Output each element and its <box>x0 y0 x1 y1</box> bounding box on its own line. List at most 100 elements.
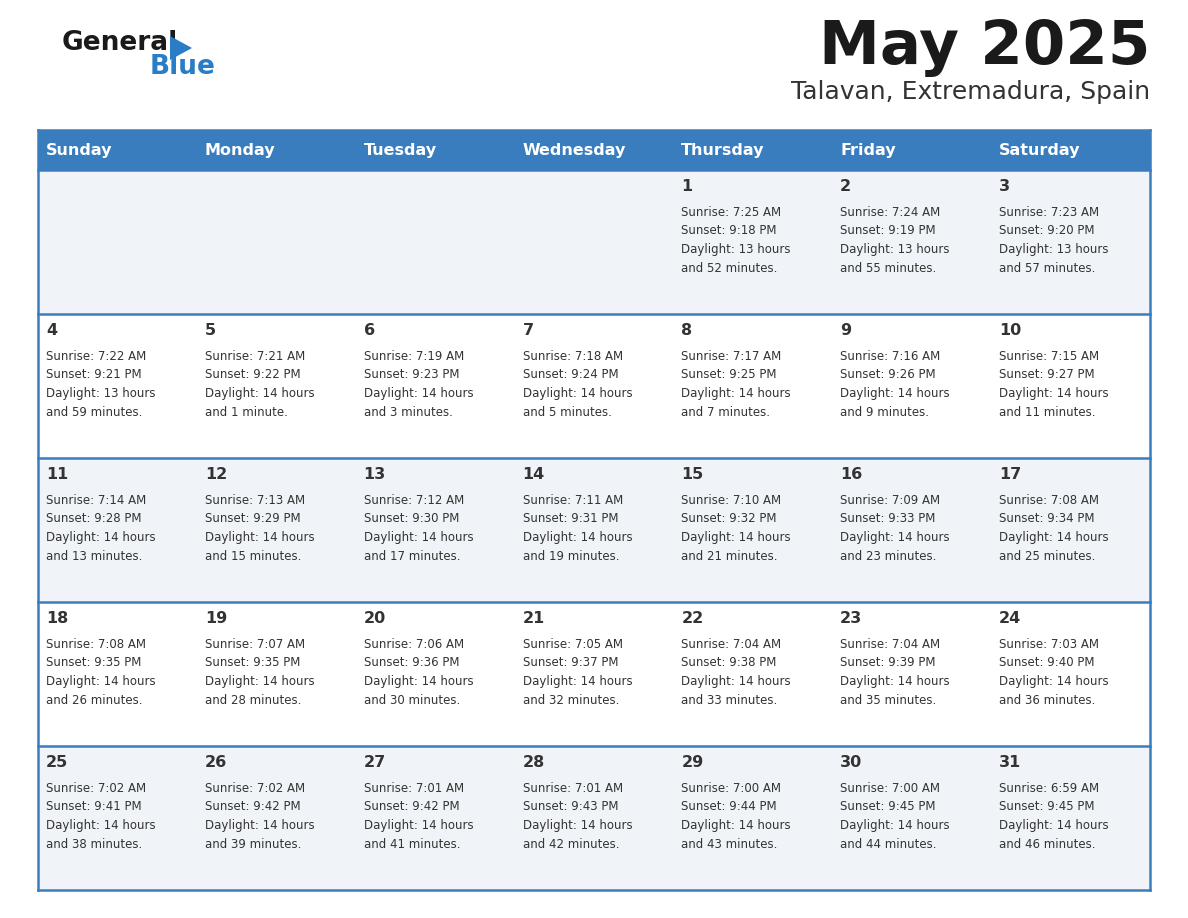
Text: Sunrise: 7:22 AM
Sunset: 9:21 PM
Daylight: 13 hours
and 59 minutes.: Sunrise: 7:22 AM Sunset: 9:21 PM Dayligh… <box>46 350 156 419</box>
Text: Sunrise: 6:59 AM
Sunset: 9:45 PM
Daylight: 14 hours
and 46 minutes.: Sunrise: 6:59 AM Sunset: 9:45 PM Dayligh… <box>999 782 1108 850</box>
Text: Sunrise: 7:12 AM
Sunset: 9:30 PM
Daylight: 14 hours
and 17 minutes.: Sunrise: 7:12 AM Sunset: 9:30 PM Dayligh… <box>364 494 473 563</box>
Text: Friday: Friday <box>840 142 896 158</box>
Text: 4: 4 <box>46 322 57 338</box>
Bar <box>197 458 355 602</box>
Bar <box>514 170 674 314</box>
Bar <box>991 602 1150 746</box>
Text: Sunday: Sunday <box>46 142 113 158</box>
Bar <box>674 458 833 602</box>
Text: Sunrise: 7:14 AM
Sunset: 9:28 PM
Daylight: 14 hours
and 13 minutes.: Sunrise: 7:14 AM Sunset: 9:28 PM Dayligh… <box>46 494 156 563</box>
Text: 9: 9 <box>840 322 852 338</box>
Bar <box>38 170 197 314</box>
Bar <box>514 746 674 890</box>
Text: Wednesday: Wednesday <box>523 142 626 158</box>
Bar <box>197 746 355 890</box>
Text: Sunrise: 7:00 AM
Sunset: 9:44 PM
Daylight: 14 hours
and 43 minutes.: Sunrise: 7:00 AM Sunset: 9:44 PM Dayligh… <box>682 782 791 850</box>
Bar <box>991 458 1150 602</box>
Text: Sunrise: 7:07 AM
Sunset: 9:35 PM
Daylight: 14 hours
and 28 minutes.: Sunrise: 7:07 AM Sunset: 9:35 PM Dayligh… <box>204 638 315 707</box>
Bar <box>991 170 1150 314</box>
Bar <box>991 130 1150 170</box>
Text: Sunrise: 7:16 AM
Sunset: 9:26 PM
Daylight: 14 hours
and 9 minutes.: Sunrise: 7:16 AM Sunset: 9:26 PM Dayligh… <box>840 350 950 419</box>
Text: 29: 29 <box>682 755 703 769</box>
Text: Sunrise: 7:04 AM
Sunset: 9:39 PM
Daylight: 14 hours
and 35 minutes.: Sunrise: 7:04 AM Sunset: 9:39 PM Dayligh… <box>840 638 950 707</box>
Text: Thursday: Thursday <box>682 142 765 158</box>
Bar <box>514 458 674 602</box>
Text: 23: 23 <box>840 610 862 626</box>
Text: 28: 28 <box>523 755 545 769</box>
Bar <box>833 458 991 602</box>
Bar <box>38 314 197 458</box>
Bar <box>514 602 674 746</box>
Text: 18: 18 <box>46 610 68 626</box>
Text: 2: 2 <box>840 179 852 194</box>
Text: 21: 21 <box>523 610 545 626</box>
Text: Sunrise: 7:17 AM
Sunset: 9:25 PM
Daylight: 14 hours
and 7 minutes.: Sunrise: 7:17 AM Sunset: 9:25 PM Dayligh… <box>682 350 791 419</box>
Text: Sunrise: 7:02 AM
Sunset: 9:42 PM
Daylight: 14 hours
and 39 minutes.: Sunrise: 7:02 AM Sunset: 9:42 PM Dayligh… <box>204 782 315 850</box>
Text: 13: 13 <box>364 466 386 482</box>
Text: Sunrise: 7:24 AM
Sunset: 9:19 PM
Daylight: 13 hours
and 55 minutes.: Sunrise: 7:24 AM Sunset: 9:19 PM Dayligh… <box>840 206 949 274</box>
Text: Sunrise: 7:21 AM
Sunset: 9:22 PM
Daylight: 14 hours
and 1 minute.: Sunrise: 7:21 AM Sunset: 9:22 PM Dayligh… <box>204 350 315 419</box>
Bar <box>514 130 674 170</box>
Text: 12: 12 <box>204 466 227 482</box>
Text: Sunrise: 7:03 AM
Sunset: 9:40 PM
Daylight: 14 hours
and 36 minutes.: Sunrise: 7:03 AM Sunset: 9:40 PM Dayligh… <box>999 638 1108 707</box>
Text: 26: 26 <box>204 755 227 769</box>
Bar <box>674 602 833 746</box>
Bar <box>674 130 833 170</box>
Text: Sunrise: 7:04 AM
Sunset: 9:38 PM
Daylight: 14 hours
and 33 minutes.: Sunrise: 7:04 AM Sunset: 9:38 PM Dayligh… <box>682 638 791 707</box>
Text: Tuesday: Tuesday <box>364 142 437 158</box>
Text: Sunrise: 7:05 AM
Sunset: 9:37 PM
Daylight: 14 hours
and 32 minutes.: Sunrise: 7:05 AM Sunset: 9:37 PM Dayligh… <box>523 638 632 707</box>
Bar <box>514 314 674 458</box>
Bar <box>674 314 833 458</box>
Bar <box>355 314 514 458</box>
Bar <box>38 602 197 746</box>
Text: Sunrise: 7:02 AM
Sunset: 9:41 PM
Daylight: 14 hours
and 38 minutes.: Sunrise: 7:02 AM Sunset: 9:41 PM Dayligh… <box>46 782 156 850</box>
Text: Sunrise: 7:08 AM
Sunset: 9:34 PM
Daylight: 14 hours
and 25 minutes.: Sunrise: 7:08 AM Sunset: 9:34 PM Dayligh… <box>999 494 1108 563</box>
Text: 6: 6 <box>364 322 374 338</box>
Text: 5: 5 <box>204 322 216 338</box>
Text: 30: 30 <box>840 755 862 769</box>
Text: 25: 25 <box>46 755 68 769</box>
Text: Sunrise: 7:01 AM
Sunset: 9:42 PM
Daylight: 14 hours
and 41 minutes.: Sunrise: 7:01 AM Sunset: 9:42 PM Dayligh… <box>364 782 473 850</box>
Text: 20: 20 <box>364 610 386 626</box>
Bar <box>833 602 991 746</box>
Bar <box>833 746 991 890</box>
Bar <box>355 458 514 602</box>
Bar <box>197 314 355 458</box>
Polygon shape <box>170 36 192 60</box>
Text: 17: 17 <box>999 466 1022 482</box>
Text: Sunrise: 7:13 AM
Sunset: 9:29 PM
Daylight: 14 hours
and 15 minutes.: Sunrise: 7:13 AM Sunset: 9:29 PM Dayligh… <box>204 494 315 563</box>
Text: Sunrise: 7:09 AM
Sunset: 9:33 PM
Daylight: 14 hours
and 23 minutes.: Sunrise: 7:09 AM Sunset: 9:33 PM Dayligh… <box>840 494 950 563</box>
Bar <box>833 314 991 458</box>
Text: May 2025: May 2025 <box>819 18 1150 77</box>
Text: Blue: Blue <box>150 54 216 80</box>
Text: General: General <box>62 30 178 56</box>
Text: Sunrise: 7:19 AM
Sunset: 9:23 PM
Daylight: 14 hours
and 3 minutes.: Sunrise: 7:19 AM Sunset: 9:23 PM Dayligh… <box>364 350 473 419</box>
Text: Monday: Monday <box>204 142 276 158</box>
Text: 16: 16 <box>840 466 862 482</box>
Bar <box>355 602 514 746</box>
Bar <box>38 130 197 170</box>
Bar <box>38 746 197 890</box>
Bar <box>197 602 355 746</box>
Text: Sunrise: 7:23 AM
Sunset: 9:20 PM
Daylight: 13 hours
and 57 minutes.: Sunrise: 7:23 AM Sunset: 9:20 PM Dayligh… <box>999 206 1108 274</box>
Text: Talavan, Extremadura, Spain: Talavan, Extremadura, Spain <box>791 80 1150 104</box>
Bar <box>355 130 514 170</box>
Bar <box>355 170 514 314</box>
Text: 14: 14 <box>523 466 545 482</box>
Text: 27: 27 <box>364 755 386 769</box>
Bar <box>355 746 514 890</box>
Bar <box>674 746 833 890</box>
Text: Sunrise: 7:18 AM
Sunset: 9:24 PM
Daylight: 14 hours
and 5 minutes.: Sunrise: 7:18 AM Sunset: 9:24 PM Dayligh… <box>523 350 632 419</box>
Text: 1: 1 <box>682 179 693 194</box>
Text: 31: 31 <box>999 755 1022 769</box>
Bar <box>991 746 1150 890</box>
Text: 8: 8 <box>682 322 693 338</box>
Bar <box>197 130 355 170</box>
Text: Saturday: Saturday <box>999 142 1081 158</box>
Text: Sunrise: 7:00 AM
Sunset: 9:45 PM
Daylight: 14 hours
and 44 minutes.: Sunrise: 7:00 AM Sunset: 9:45 PM Dayligh… <box>840 782 950 850</box>
Text: Sunrise: 7:11 AM
Sunset: 9:31 PM
Daylight: 14 hours
and 19 minutes.: Sunrise: 7:11 AM Sunset: 9:31 PM Dayligh… <box>523 494 632 563</box>
Text: Sunrise: 7:01 AM
Sunset: 9:43 PM
Daylight: 14 hours
and 42 minutes.: Sunrise: 7:01 AM Sunset: 9:43 PM Dayligh… <box>523 782 632 850</box>
Text: Sunrise: 7:06 AM
Sunset: 9:36 PM
Daylight: 14 hours
and 30 minutes.: Sunrise: 7:06 AM Sunset: 9:36 PM Dayligh… <box>364 638 473 707</box>
Text: Sunrise: 7:15 AM
Sunset: 9:27 PM
Daylight: 14 hours
and 11 minutes.: Sunrise: 7:15 AM Sunset: 9:27 PM Dayligh… <box>999 350 1108 419</box>
Text: 11: 11 <box>46 466 68 482</box>
